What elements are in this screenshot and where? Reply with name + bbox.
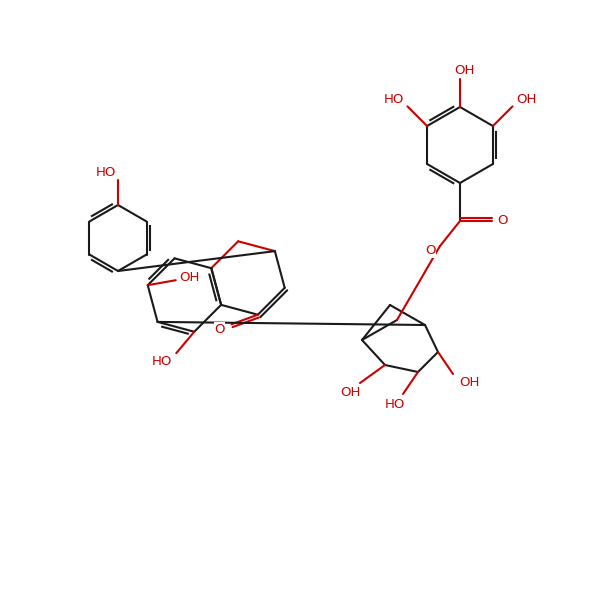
Text: O: O (425, 245, 435, 257)
Text: OH: OH (459, 376, 479, 389)
Text: HO: HO (383, 93, 404, 106)
Text: O: O (497, 214, 507, 227)
Text: HO: HO (96, 166, 116, 179)
Text: HO: HO (385, 397, 405, 410)
Text: HO: HO (152, 355, 172, 368)
Text: OH: OH (179, 271, 200, 284)
Text: OH: OH (517, 93, 536, 106)
Text: O: O (214, 323, 225, 336)
Text: OH: OH (454, 64, 474, 77)
Text: OH: OH (340, 386, 360, 400)
